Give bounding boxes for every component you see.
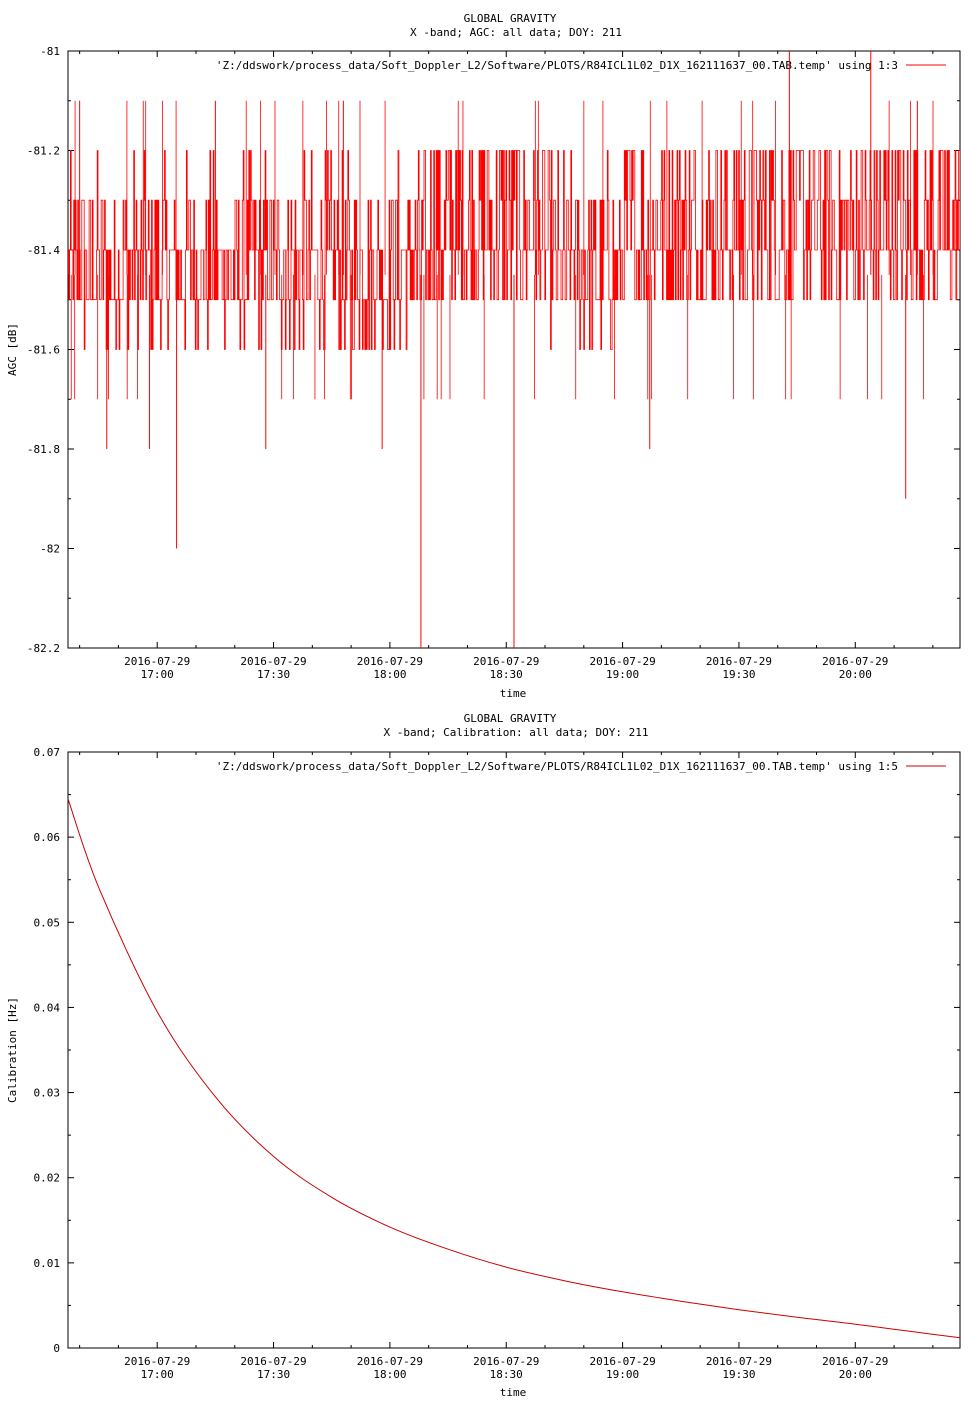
y-tick-label: -81	[40, 45, 60, 58]
y-tick-label: -82.2	[27, 642, 60, 655]
x-tick-time-label: 17:30	[257, 668, 290, 681]
x-tick-time-label: 19:30	[722, 1368, 755, 1381]
series-calibration	[68, 798, 960, 1339]
y-axis-label: Calibration [Hz]	[6, 997, 19, 1103]
x-axis-label: time	[500, 1386, 527, 1399]
x-tick-date-label: 2016-07-29	[822, 655, 888, 668]
x-tick-time-label: 19:30	[722, 668, 755, 681]
x-tick-date-label: 2016-07-29	[473, 1355, 539, 1368]
y-tick-label: 0.03	[34, 1087, 61, 1100]
calibration-line	[68, 798, 960, 1339]
x-tick-time-label: 17:30	[257, 1368, 290, 1381]
legend-label: 'Z:/ddswork/process_data/Soft_Doppler_L2…	[216, 760, 898, 773]
chart-subtitle: X -band; AGC: all data; DOY: 211	[410, 26, 622, 39]
x-tick-time-label: 18:30	[490, 1368, 523, 1381]
x-tick-date-label: 2016-07-29	[589, 655, 655, 668]
x-tick-time-label: 17:00	[141, 668, 174, 681]
x-tick-date-label: 2016-07-29	[822, 1355, 888, 1368]
y-tick-label: 0.07	[34, 746, 61, 759]
x-axis-label: time	[500, 687, 527, 700]
y-tick-label: 0	[53, 1342, 60, 1355]
x-tick-time-label: 19:00	[606, 1368, 639, 1381]
x-tick-date-label: 2016-07-29	[706, 1355, 772, 1368]
y-tick-label: 0.01	[34, 1257, 61, 1270]
x-tick-time-label: 20:00	[839, 668, 872, 681]
y-tick-label: -81.8	[27, 443, 60, 456]
x-tick-date-label: 2016-07-29	[589, 1355, 655, 1368]
x-tick-time-label: 19:00	[606, 668, 639, 681]
y-tick-label: -82	[40, 543, 60, 556]
y-tick-label: -81.4	[27, 244, 60, 257]
x-tick-date-label: 2016-07-29	[473, 655, 539, 668]
x-tick-time-label: 17:00	[141, 1368, 174, 1381]
x-tick-time-label: 20:00	[839, 1368, 872, 1381]
x-tick-date-label: 2016-07-29	[357, 1355, 423, 1368]
x-tick-time-label: 18:00	[373, 668, 406, 681]
x-tick-time-label: 18:00	[373, 1368, 406, 1381]
y-tick-label: 0.06	[34, 831, 61, 844]
x-tick-date-label: 2016-07-29	[706, 655, 772, 668]
series-agc	[68, 51, 960, 648]
y-tick-label: 0.02	[34, 1172, 61, 1185]
chart-subtitle: X -band; Calibration: all data; DOY: 211	[384, 726, 649, 739]
chart-title: GLOBAL GRAVITY	[464, 12, 557, 25]
y-tick-label: 0.05	[34, 916, 61, 929]
y-tick-label: 0.04	[34, 1001, 61, 1014]
chart-title: GLOBAL GRAVITY	[464, 712, 557, 725]
plot-frame	[67, 751, 961, 1349]
x-tick-date-label: 2016-07-29	[240, 1355, 306, 1368]
y-axis-label: AGC [dB]	[6, 323, 19, 376]
x-tick-date-label: 2016-07-29	[240, 655, 306, 668]
x-tick-date-label: 2016-07-29	[124, 1355, 190, 1368]
agc-line	[68, 150, 960, 350]
x-tick-date-label: 2016-07-29	[124, 655, 190, 668]
x-tick-date-label: 2016-07-29	[357, 655, 423, 668]
legend-label: 'Z:/ddswork/process_data/Soft_Doppler_L2…	[216, 59, 898, 72]
x-tick-time-label: 18:30	[490, 668, 523, 681]
y-tick-label: -81.2	[27, 145, 60, 158]
y-tick-label: -81.6	[27, 344, 60, 357]
